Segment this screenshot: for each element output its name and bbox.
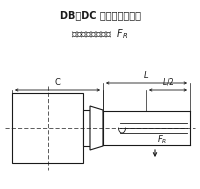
Text: $L/2$: $L/2$ bbox=[162, 76, 174, 87]
Text: 轴伸许用径向载荷  $F_R$: 轴伸许用径向载荷 $F_R$ bbox=[71, 27, 129, 41]
Text: $L$: $L$ bbox=[143, 69, 150, 80]
Bar bbox=[83, 110, 90, 146]
Text: $F_R$: $F_R$ bbox=[157, 133, 167, 146]
Text: C: C bbox=[55, 78, 60, 87]
Text: DB、DC 型减速器输出轴: DB、DC 型减速器输出轴 bbox=[60, 10, 140, 20]
Polygon shape bbox=[90, 106, 103, 150]
Bar bbox=[12, 93, 83, 163]
